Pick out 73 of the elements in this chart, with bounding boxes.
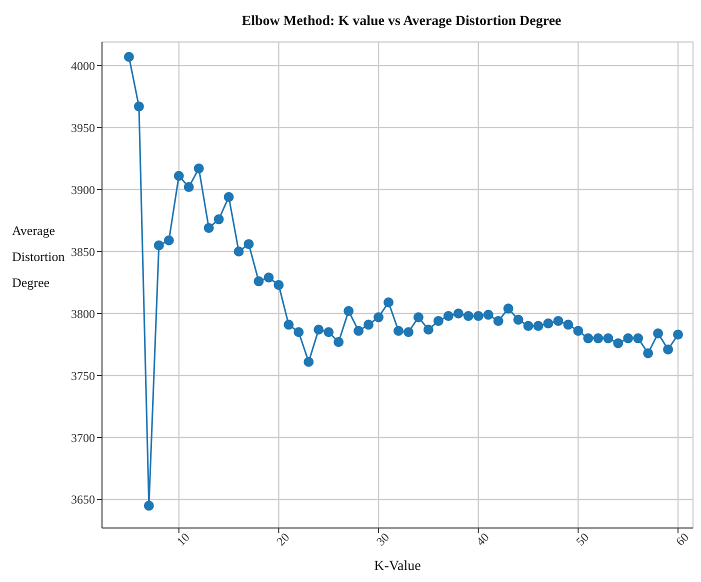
y-tick-label: 3800 bbox=[71, 306, 95, 321]
point bbox=[423, 324, 434, 335]
point bbox=[643, 348, 654, 358]
point bbox=[354, 326, 364, 336]
point bbox=[364, 320, 374, 330]
point bbox=[473, 310, 484, 321]
x-tick-label: 60 bbox=[673, 530, 692, 548]
y-tick-label: 3900 bbox=[71, 182, 95, 197]
point bbox=[403, 327, 414, 338]
point bbox=[184, 182, 194, 192]
point bbox=[603, 333, 614, 344]
point bbox=[224, 192, 234, 202]
point bbox=[563, 320, 574, 330]
point bbox=[174, 170, 184, 181]
y-tick-label: 3850 bbox=[71, 244, 95, 259]
point bbox=[204, 222, 214, 233]
point bbox=[284, 320, 294, 330]
y-tick-label: 3950 bbox=[71, 120, 95, 135]
point bbox=[344, 306, 354, 316]
point bbox=[164, 235, 174, 246]
point bbox=[583, 333, 594, 344]
point bbox=[633, 333, 644, 344]
y-tick-label: 3650 bbox=[71, 492, 95, 507]
point bbox=[234, 246, 244, 257]
point bbox=[194, 163, 204, 174]
point bbox=[294, 327, 304, 338]
point bbox=[483, 310, 494, 320]
point bbox=[214, 214, 224, 224]
point bbox=[154, 240, 164, 250]
x-tick-label: 10 bbox=[174, 530, 192, 548]
x-tick-label: 20 bbox=[274, 530, 292, 548]
point bbox=[264, 272, 274, 283]
point bbox=[593, 333, 604, 344]
point bbox=[413, 312, 424, 322]
point bbox=[553, 316, 564, 326]
point bbox=[144, 500, 154, 511]
point bbox=[673, 330, 684, 340]
point bbox=[134, 101, 144, 112]
point bbox=[304, 356, 314, 367]
y-tick-label: 3750 bbox=[71, 368, 95, 383]
point bbox=[523, 320, 534, 331]
y-tick-label: 3700 bbox=[71, 430, 95, 445]
y-tick-label: 4000 bbox=[71, 58, 95, 73]
point bbox=[314, 324, 324, 335]
point bbox=[533, 320, 544, 331]
point bbox=[254, 276, 264, 286]
point bbox=[663, 344, 674, 354]
point bbox=[543, 318, 554, 328]
point bbox=[623, 333, 634, 344]
point bbox=[513, 314, 524, 325]
x-tick-label: 40 bbox=[473, 530, 492, 548]
point bbox=[653, 328, 664, 338]
point bbox=[613, 338, 624, 348]
x-tick-label: 30 bbox=[374, 530, 392, 548]
x-axis-title: K-Value bbox=[374, 559, 421, 574]
point bbox=[433, 316, 444, 326]
point bbox=[503, 304, 514, 314]
point bbox=[274, 280, 284, 290]
chart-title: Elbow Method: K value vs Average Distortion Degree bbox=[240, 14, 562, 30]
point bbox=[334, 337, 344, 348]
point bbox=[394, 326, 404, 336]
point bbox=[374, 312, 384, 322]
point bbox=[453, 308, 464, 319]
point bbox=[324, 327, 334, 338]
x-tick-label: 50 bbox=[573, 530, 592, 548]
point bbox=[244, 239, 254, 250]
point bbox=[384, 297, 394, 308]
point bbox=[573, 326, 584, 336]
point bbox=[124, 52, 134, 62]
point bbox=[493, 316, 504, 326]
point bbox=[463, 310, 474, 321]
y-axis-title: Average Distortion Degree bbox=[12, 222, 66, 292]
point bbox=[443, 310, 454, 321]
